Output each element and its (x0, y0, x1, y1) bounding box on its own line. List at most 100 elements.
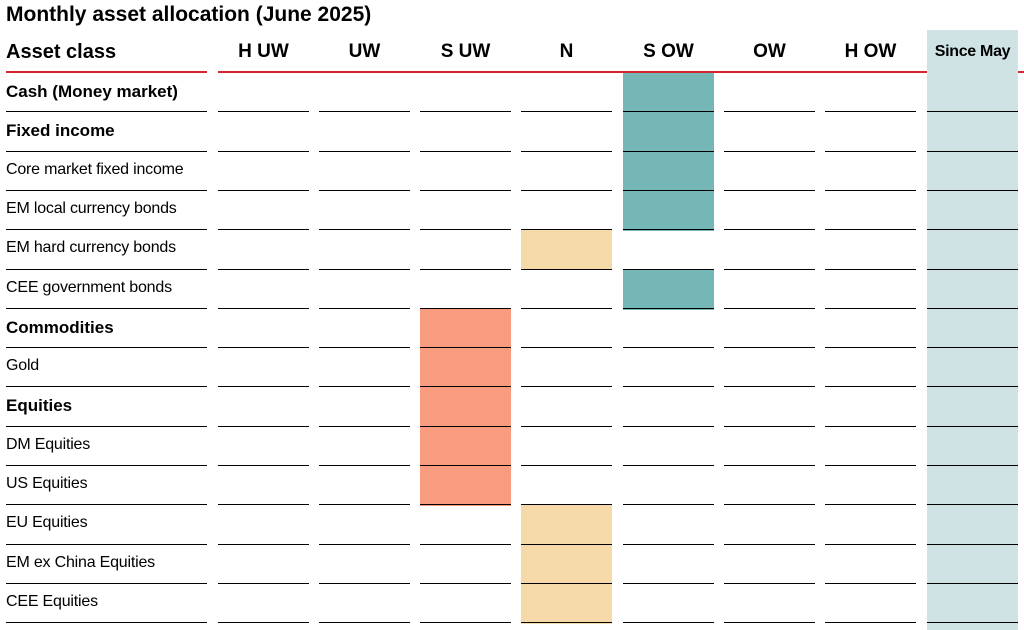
row-rule (218, 307, 309, 309)
row-label-em-local-currency-bonds: EM local currency bonds (6, 199, 177, 217)
row-label-core-market-fixed-income: Core market fixed income (6, 160, 184, 178)
row-rule (724, 229, 815, 231)
row-rule (521, 150, 612, 152)
column-header-ow: OW (753, 41, 786, 62)
row-rule (319, 189, 410, 191)
row-rule (724, 111, 815, 113)
row-rule (623, 543, 714, 545)
row-rule (623, 425, 714, 427)
row-rule (927, 189, 1018, 191)
since-may-column-background (927, 30, 1018, 630)
position-cell-em-hard-currency-bonds (521, 230, 612, 271)
row-rule-label (6, 111, 207, 113)
row-rule (521, 465, 612, 466)
position-cell-cee-government-bonds (623, 269, 714, 310)
row-rule (927, 543, 1018, 545)
row-label-dm-equities: DM Equities (6, 435, 91, 453)
column-header-since-may: Since May (934, 43, 1011, 60)
row-rule (218, 268, 309, 270)
column-header-h-ow: H OW (844, 41, 897, 62)
row-rule (521, 307, 612, 309)
row-rule (927, 307, 1018, 309)
row-rule-label (6, 189, 207, 191)
row-rule (218, 425, 309, 427)
row-rule (623, 268, 714, 270)
row-rule (218, 622, 309, 624)
row-label-cee-equities: CEE Equities (6, 592, 98, 610)
row-rule (825, 229, 916, 231)
row-rule (319, 150, 410, 152)
position-cell-eu-equities (521, 505, 612, 546)
row-label-cee-government-bonds: CEE government bonds (6, 278, 172, 296)
row-rule (825, 268, 916, 270)
position-cell-fixed-income (623, 112, 714, 153)
row-rule (420, 622, 511, 624)
row-rule (623, 465, 714, 466)
row-rule (825, 425, 916, 427)
row-rule-label (6, 229, 207, 231)
row-rule-label (6, 543, 207, 545)
row-label-cash-money-market: Cash (Money market) (6, 82, 178, 101)
row-rule (521, 268, 612, 270)
row-rule (927, 268, 1018, 270)
row-rule (825, 347, 916, 349)
row-rule (724, 582, 815, 584)
row-rule (521, 622, 612, 624)
row-rule (927, 465, 1018, 466)
row-rule (825, 111, 916, 113)
row-rule-label (6, 504, 207, 506)
row-rule (623, 386, 714, 388)
row-rule (623, 582, 714, 584)
row-rule (724, 465, 815, 466)
row-rule (420, 543, 511, 545)
row-rule-label (6, 386, 207, 388)
column-header-asset-class: Asset class (6, 41, 117, 63)
column-header-h-uw: H UW (238, 41, 289, 62)
position-cell-dm-equities (420, 426, 511, 467)
row-rule (319, 111, 410, 113)
row-rule-label (6, 268, 207, 270)
row-rule (319, 307, 410, 309)
row-rule (825, 622, 916, 624)
row-rule (521, 347, 612, 349)
row-rule (319, 465, 410, 466)
row-rule (623, 150, 714, 152)
row-rule-label (6, 622, 207, 624)
row-rule (623, 622, 714, 624)
position-cell-em-local-currency-bonds (623, 190, 714, 231)
position-cell-commodities (420, 308, 511, 349)
row-label-equities: Equities (6, 396, 73, 416)
row-rule (927, 425, 1018, 427)
row-rule (825, 543, 916, 545)
position-cell-em-ex-china-equities (521, 544, 612, 585)
row-rule (927, 386, 1018, 388)
row-rule (319, 268, 410, 270)
row-rule (724, 543, 815, 545)
row-rule (218, 504, 309, 506)
column-header-uw: UW (348, 41, 381, 62)
row-rule (319, 543, 410, 545)
row-label-commodities: Commodities (6, 317, 114, 337)
row-rule (218, 386, 309, 388)
position-cell-gold (420, 348, 511, 389)
row-rule-label (6, 307, 207, 309)
row-rule-label (6, 347, 207, 349)
row-label-us-equities: US Equities (6, 475, 88, 492)
row-rule (521, 229, 612, 231)
row-rule-label (6, 150, 207, 152)
row-label-eu-equities: EU Equities (6, 514, 88, 532)
row-rule (825, 504, 916, 506)
row-rule (319, 229, 410, 231)
row-rule-label (6, 425, 207, 427)
row-rule (825, 307, 916, 309)
row-rule (825, 150, 916, 152)
row-rule (420, 386, 511, 388)
row-rule (623, 504, 714, 506)
row-rule (218, 150, 309, 152)
row-rule (420, 111, 511, 113)
row-rule (521, 189, 612, 191)
row-rule (218, 111, 309, 113)
row-rule (521, 111, 612, 113)
row-rule (319, 582, 410, 584)
row-rule (927, 504, 1018, 506)
